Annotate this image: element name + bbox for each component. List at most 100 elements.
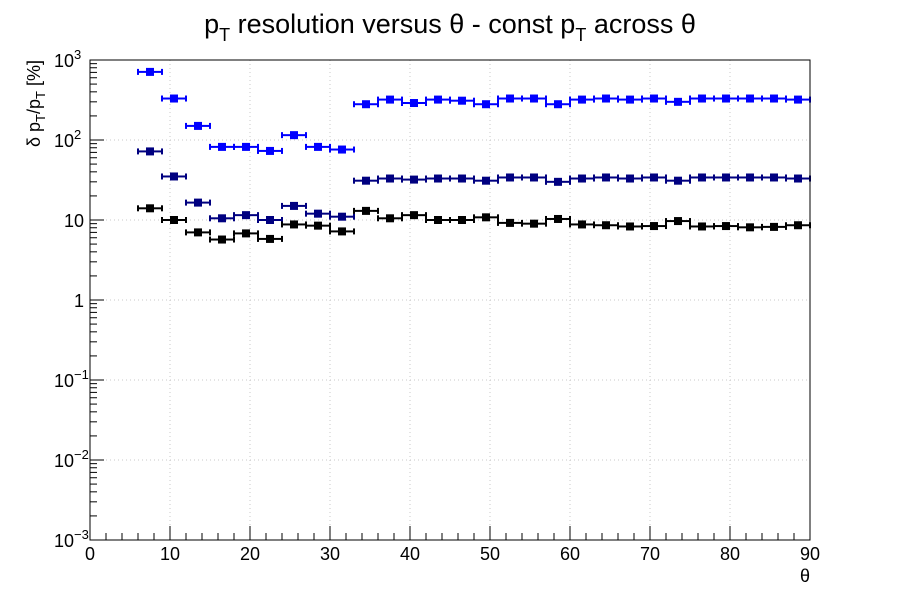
data-point bbox=[362, 176, 370, 185]
data-point bbox=[218, 235, 226, 244]
data-point bbox=[746, 173, 754, 182]
x-tick-labels: 0 10 20 30 40 50 60 70 80 90 bbox=[85, 544, 820, 564]
data-point bbox=[794, 95, 802, 104]
data-point bbox=[482, 176, 490, 185]
y-tick-exponent: −1 bbox=[74, 367, 89, 382]
data-point bbox=[626, 95, 634, 104]
data-point bbox=[602, 221, 610, 230]
x-tick-label: 60 bbox=[560, 544, 580, 564]
x-tick-label: 80 bbox=[720, 544, 740, 564]
data-point bbox=[194, 121, 202, 130]
data-point bbox=[362, 206, 370, 215]
data-point bbox=[674, 97, 682, 106]
data-point bbox=[554, 214, 562, 223]
data-point bbox=[434, 216, 442, 224]
data-point bbox=[338, 212, 346, 221]
data-point bbox=[722, 173, 730, 182]
x-tick-label: 90 bbox=[800, 544, 820, 564]
data-point bbox=[146, 147, 154, 156]
data-point bbox=[218, 214, 226, 223]
x-tick-label: 70 bbox=[640, 544, 660, 564]
data-point bbox=[458, 96, 466, 105]
data-point bbox=[314, 142, 322, 151]
data-point bbox=[722, 222, 730, 231]
title-subscript-2: T bbox=[575, 25, 586, 45]
data-point bbox=[698, 94, 706, 103]
data-point bbox=[290, 220, 298, 229]
data-point bbox=[242, 229, 250, 238]
title-part-3: across θ bbox=[586, 9, 696, 39]
data-point bbox=[314, 221, 322, 230]
y-tick-labels: 10−3 10−2 10−1 1 10 102 103 bbox=[54, 47, 89, 551]
data-point bbox=[266, 234, 274, 243]
title-part-1: p bbox=[204, 9, 219, 39]
data-point bbox=[410, 211, 418, 220]
data-point bbox=[410, 99, 418, 108]
x-tick-label: 20 bbox=[240, 544, 260, 564]
data-point bbox=[698, 173, 706, 182]
data-point bbox=[458, 174, 466, 183]
y-tick-label: 103 bbox=[54, 47, 81, 71]
y-tick-label: 102 bbox=[54, 127, 81, 151]
data-point bbox=[794, 174, 802, 183]
data-point bbox=[506, 218, 514, 227]
grid bbox=[90, 60, 810, 540]
data-point bbox=[746, 94, 754, 103]
y-tick-label: 10−2 bbox=[54, 447, 89, 471]
data-point bbox=[602, 173, 610, 182]
data-point bbox=[794, 221, 802, 230]
data-point bbox=[362, 100, 370, 109]
y-tick-label: 1 bbox=[74, 291, 84, 311]
data-point bbox=[314, 209, 322, 218]
data-point bbox=[458, 216, 466, 224]
data-point bbox=[578, 174, 586, 183]
data-point bbox=[194, 198, 202, 207]
data-point bbox=[242, 142, 250, 151]
data-point bbox=[170, 172, 178, 181]
ylabel-part-3: [%] bbox=[24, 60, 44, 91]
x-tick-label: 50 bbox=[480, 544, 500, 564]
data-point bbox=[146, 67, 154, 76]
data-point bbox=[674, 176, 682, 185]
data-point bbox=[626, 222, 634, 231]
data-point bbox=[290, 201, 298, 210]
data-point bbox=[194, 228, 202, 237]
series-2 bbox=[137, 147, 811, 224]
y-axis-title: δ pT/pT [%] bbox=[24, 60, 48, 147]
data-point bbox=[338, 227, 346, 236]
data-point bbox=[506, 173, 514, 182]
data-point bbox=[266, 216, 274, 224]
axis-ticks bbox=[89, 63, 811, 541]
data-point bbox=[386, 214, 394, 223]
data-point bbox=[434, 95, 442, 104]
data-point bbox=[410, 175, 418, 184]
data-point bbox=[434, 174, 442, 183]
y-tick-label: 10 bbox=[64, 211, 84, 231]
data-point bbox=[506, 94, 514, 103]
data-point bbox=[266, 146, 274, 155]
data-point bbox=[530, 219, 538, 228]
data-point bbox=[578, 220, 586, 229]
data-series bbox=[137, 67, 811, 244]
data-point bbox=[650, 222, 658, 231]
data-point bbox=[218, 142, 226, 151]
data-point bbox=[722, 94, 730, 103]
data-point bbox=[170, 94, 178, 103]
ylabel-subscript-2: T bbox=[33, 91, 48, 99]
data-point bbox=[530, 94, 538, 103]
series-1 bbox=[137, 67, 811, 155]
data-point bbox=[482, 100, 490, 109]
ylabel-subscript-1: T bbox=[33, 114, 48, 122]
y-tick-label: 10−1 bbox=[54, 367, 89, 391]
data-point bbox=[770, 173, 778, 182]
data-point bbox=[746, 223, 754, 232]
data-point bbox=[698, 222, 706, 231]
data-point bbox=[602, 94, 610, 103]
title-subscript-1: T bbox=[219, 25, 230, 45]
x-tick-label: 30 bbox=[320, 544, 340, 564]
data-point bbox=[338, 145, 346, 154]
data-point bbox=[626, 174, 634, 183]
y-tick-exponent: −2 bbox=[74, 447, 89, 462]
x-tick-label: 40 bbox=[400, 544, 420, 564]
chart-title: pT resolution versus θ - const pT across… bbox=[204, 9, 696, 45]
